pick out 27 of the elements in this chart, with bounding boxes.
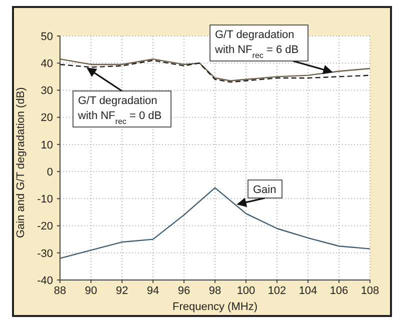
y-tick-label: -30 xyxy=(37,248,53,260)
y-tick-label: -20 xyxy=(37,220,53,233)
annotation: Gain xyxy=(253,184,276,196)
y-tick-label: 20 xyxy=(40,112,53,124)
x-tick-label: 106 xyxy=(330,284,348,297)
x-tick-label: 96 xyxy=(178,284,190,297)
annotation: G/T degradation with NF$_{rec}$ = 6 dB xyxy=(214,29,299,60)
y-tick-label: 30 xyxy=(40,85,53,98)
x-tick-label: 108 xyxy=(360,284,380,297)
x-tick-label: 94 xyxy=(146,284,160,297)
y-tick-label: -40 xyxy=(37,274,53,287)
x-tick-label: 98 xyxy=(208,284,222,297)
y-tick-label: -10 xyxy=(37,194,53,206)
x-tick-label: 92 xyxy=(116,284,128,297)
x-tick-label: 88 xyxy=(54,284,66,297)
annotation: G/T degradation with NF$_{rec}$ = 0 dB xyxy=(77,95,162,126)
x-tick-label: 102 xyxy=(268,284,286,297)
line-series xyxy=(60,187,370,259)
y-tick-label: 0 xyxy=(46,166,53,178)
x-tick-label: 90 xyxy=(84,284,98,297)
x-axis-title: Frequency (MHz) xyxy=(172,300,258,313)
y-tick-label: 10 xyxy=(40,139,53,152)
y-tick-label: 40 xyxy=(40,58,53,70)
y-tick-label: 50 xyxy=(40,30,53,43)
x-tick-label: 100 xyxy=(236,284,256,297)
x-tick-label: 104 xyxy=(298,284,318,297)
y-axis-title: Gain and G/T degradation (dB) xyxy=(14,87,27,238)
